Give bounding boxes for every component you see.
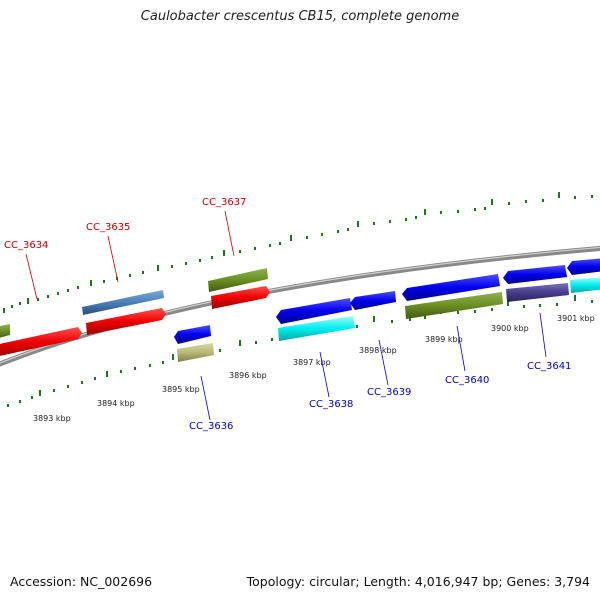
gene-arrow[interactable]	[567, 258, 600, 275]
scale-label: 3897 kbp	[293, 358, 331, 367]
scale-labels: 3893 kbp 3894 kbp 3895 kbp 3896 kbp 3897…	[33, 314, 595, 423]
gene-arrow[interactable]	[82, 290, 164, 315]
gene-label[interactable]: CC_3641	[527, 361, 571, 372]
genome-summary-text: Topology: circular; Length: 4,016,947 bp…	[246, 574, 590, 589]
forward-gene-labels: CC_3634 CC_3635 CC_3637	[4, 197, 246, 300]
label-leader	[224, 210, 235, 257]
gene-label[interactable]: CC_3639	[367, 387, 411, 398]
gene-arrow[interactable]	[211, 286, 270, 309]
gene-arrow[interactable]	[503, 265, 567, 284]
gene-arrow[interactable]	[0, 327, 82, 357]
reverse-gene-features	[174, 258, 600, 362]
label-leader	[319, 351, 330, 398]
gene-arrow[interactable]	[350, 291, 396, 310]
forward-gene-features	[0, 268, 270, 357]
label-leader	[107, 235, 119, 283]
label-leader	[456, 325, 466, 372]
scale-label: 3896 kbp	[229, 371, 267, 380]
scale-label: 3899 kbp	[425, 335, 463, 344]
label-leader	[25, 253, 38, 300]
label-leader	[539, 312, 547, 358]
gene-arrow[interactable]	[208, 268, 268, 292]
gene-arrow[interactable]	[86, 308, 166, 335]
gene-label[interactable]: CC_3635	[86, 222, 130, 233]
gene-label[interactable]: CC_3640	[445, 375, 489, 386]
gene-label[interactable]: CC_3636	[189, 421, 233, 432]
reverse-gene-labels: CC_3636 CC_3638 CC_3639 CC_3640 CC_3641	[189, 312, 571, 432]
gene-arrow[interactable]	[278, 316, 355, 341]
label-leader	[200, 375, 211, 421]
gene-arrow[interactable]	[177, 343, 214, 362]
gene-arrow[interactable]	[402, 274, 500, 301]
label-leader	[378, 339, 389, 386]
map-title: Caulobacter crescentus CB15, complete ge…	[140, 9, 460, 24]
scale-label: 3898 kbp	[359, 346, 397, 355]
gene-arrow[interactable]	[405, 292, 503, 319]
gene-arrow[interactable]	[506, 283, 569, 302]
gene-arrow[interactable]	[570, 277, 600, 293]
scale-label: 3895 kbp	[162, 385, 200, 394]
scale-label: 3893 kbp	[33, 414, 71, 423]
scale-label: 3901 kbp	[557, 314, 595, 323]
gene-label[interactable]: CC_3638	[309, 399, 353, 410]
gene-arrow[interactable]	[174, 325, 211, 344]
forward-tick-track	[3, 192, 593, 313]
gene-label[interactable]: CC_3634	[4, 240, 48, 251]
gene-arrow[interactable]	[0, 324, 10, 339]
gene-arrow[interactable]	[276, 298, 352, 324]
scale-label: 3894 kbp	[97, 399, 135, 408]
accession-text: Accession: NC_002696	[10, 574, 153, 589]
scale-label: 3900 kbp	[491, 324, 529, 333]
gene-label[interactable]: CC_3637	[202, 197, 246, 208]
